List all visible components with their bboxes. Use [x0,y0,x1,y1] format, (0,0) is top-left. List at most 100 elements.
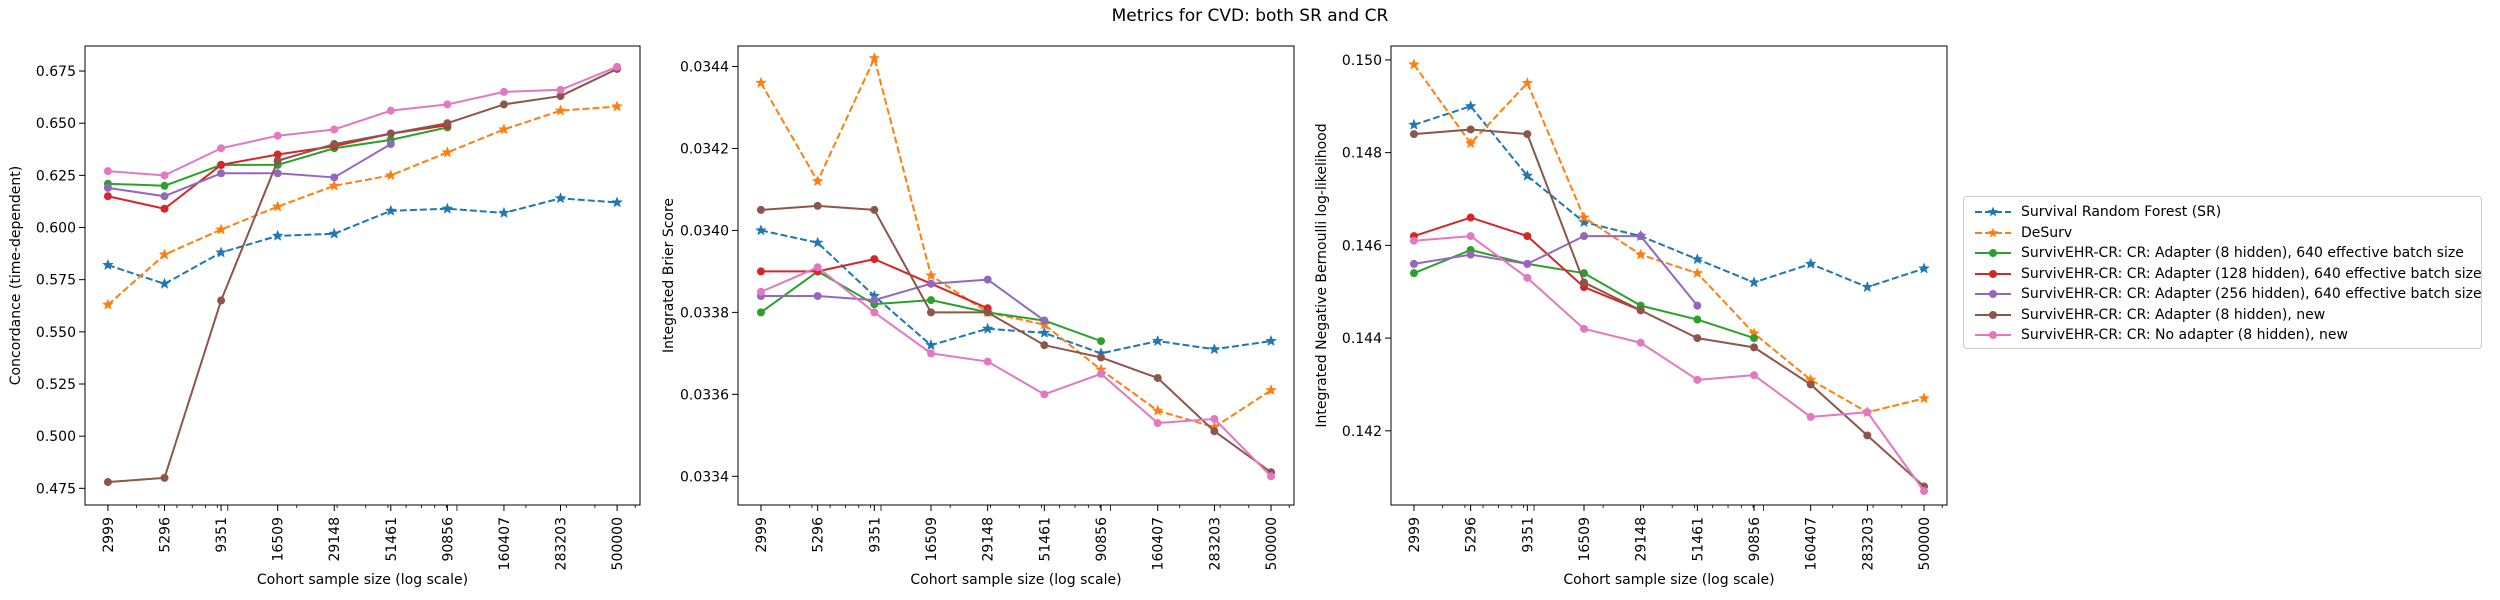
series-line [107,143,392,198]
x-tick-label: 51461 [1690,517,1706,562]
data-point [1918,262,1930,274]
data-point [215,246,228,258]
y-tick-label: 0.0340 [680,223,729,239]
y-axis-label: Integrated Negative Bernoulli log-likeli… [1314,123,1330,427]
data-point [217,144,226,153]
data-point [1151,404,1164,416]
data-point [1523,259,1532,268]
data-point [1040,341,1049,350]
data-point [755,76,767,88]
data-point [330,125,339,134]
data-point [1748,276,1760,288]
x-axis-label: Cohort sample size (log scale) [910,572,1121,588]
data-point [158,277,171,289]
data-point [1636,232,1645,241]
data-point [215,223,228,235]
x-tick-label: 160407 [1804,517,1820,570]
data-point [1040,390,1049,399]
legend-swatch [1975,310,2011,319]
data-point [1750,334,1759,343]
data-point [330,173,339,182]
x-tick-label: 16509 [924,517,940,562]
legend: Survival Random Forest (SR) DeSurv SurvivE… [1963,196,2482,349]
data-point [756,205,765,214]
data-point [611,100,624,112]
data-point [271,200,284,212]
data-point [1693,315,1702,324]
x-tick-label: 29148 [1634,517,1650,562]
y-tick-label: 0.150 [1342,53,1382,69]
data-point [498,123,510,135]
y-tick-label: 0.525 [36,377,76,393]
data-point [328,179,341,191]
y-tick-label: 0.650 [36,116,76,132]
legend-swatch [1975,331,2011,340]
legend-swatch [1975,290,2011,299]
x-tick-label: 9351 [867,517,883,553]
y-tick-label: 0.500 [36,429,76,445]
data-point [217,169,226,178]
legend-label: Survival Random Forest (SR) [2021,204,2222,221]
x-tick-label: 500000 [1917,517,1933,570]
x-tick-label: 9351 [214,517,230,553]
data-point [384,204,397,216]
series-5 [756,275,1049,325]
data-point [1691,266,1704,279]
y-tick-label: 0.0344 [680,59,729,75]
data-point [1038,326,1051,338]
legend-item: SurvivEHR-CR: CR: Adapter (8 hidden), 64… [1974,243,2471,264]
data-point [1265,334,1277,347]
legend-swatch [1975,269,2011,278]
data-point [1464,137,1477,149]
y-tick-label: 0.0338 [680,305,729,321]
legend-item: SurvivEHR-CR: CR: Adapter (256 hidden), … [1974,284,2482,305]
data-point [1409,130,1418,139]
data-point [1153,419,1162,428]
plot-frame [737,45,1295,506]
data-point [384,169,397,181]
series-6 [103,64,622,487]
data-point [498,206,510,218]
x-tick-label: 51461 [1037,517,1053,562]
data-point [103,478,112,487]
x-tick-label: 29148 [981,517,997,562]
data-point [1409,236,1418,245]
data-point [870,296,879,305]
data-point [273,150,282,159]
data-point [1806,380,1815,389]
data-point [755,224,767,236]
x-tick-label: 283203 [1860,517,1876,570]
data-point [1523,130,1532,139]
data-point [554,192,567,204]
series-2 [101,100,624,310]
y-tick-label: 0.550 [36,325,76,341]
x-tick-label: 5296 [158,517,174,553]
data-point [158,248,171,260]
data-point [1040,316,1049,325]
data-point [927,296,936,305]
data-point [1521,76,1534,89]
data-point [1863,408,1872,417]
series-7 [1409,232,1929,496]
chart-panel-3: 2999 5296 9351 16509 29148 51461 90856 160407 28… [1314,45,1948,588]
data-point [1578,211,1590,223]
data-point [101,298,114,310]
legend-label: SurvivEHR-CR: CR: No adapter (8 hidden),… [2021,327,2348,344]
series-line [107,65,618,177]
y-tick-label: 0.144 [1342,331,1382,347]
legend-swatch [1975,206,2011,217]
x-tick-label: 2999 [101,517,117,553]
series-5 [1409,232,1702,310]
series-line [1413,105,1925,289]
data-point [103,167,112,176]
series-line [1413,235,1699,307]
legend-label: SurvivEHR-CR: CR: Adapter (256 hidden), … [2021,286,2482,303]
series-5 [103,140,395,201]
data-point [1693,375,1702,384]
plot-frame [84,45,641,506]
y-axis-label: Concordance (time-dependent) [8,166,24,385]
legend-label: DeSurv [2021,224,2073,241]
data-point [443,100,452,109]
data-point [1750,371,1759,380]
